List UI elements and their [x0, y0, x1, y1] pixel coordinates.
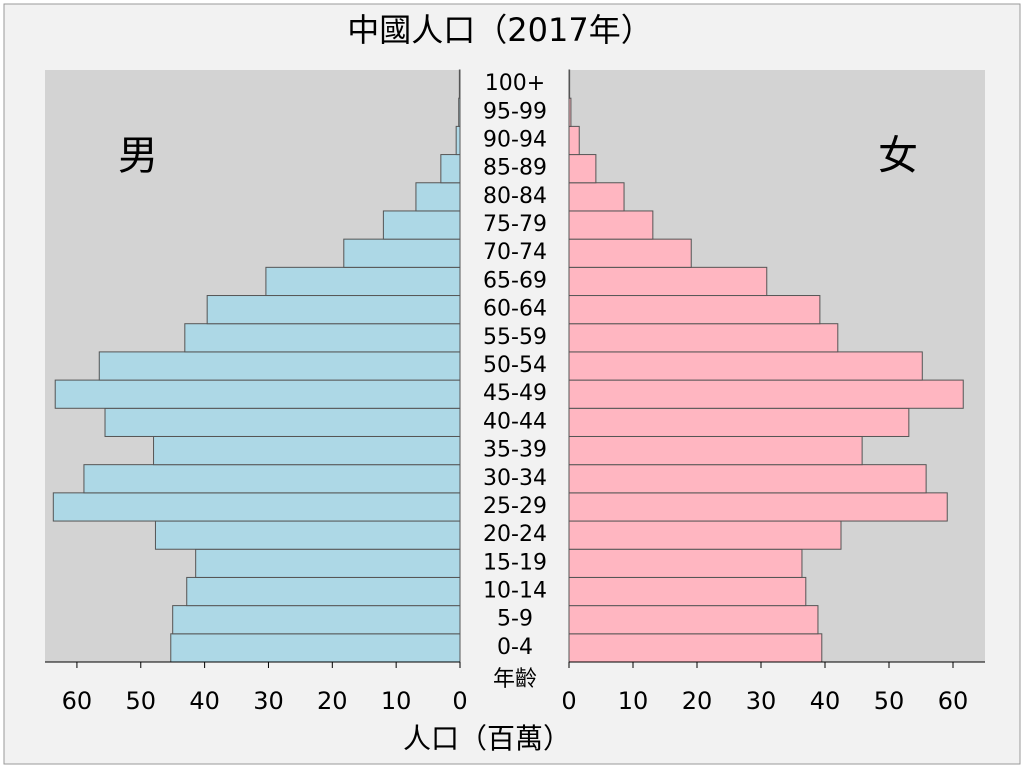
bar: [440, 154, 461, 184]
x-tick-label: 60: [62, 687, 93, 715]
category-label: 85-89: [483, 156, 547, 181]
bar: [568, 492, 948, 522]
category-label: 65-69: [483, 268, 547, 293]
x-tick-label: 10: [381, 687, 412, 715]
x-tick-label: 20: [682, 687, 713, 715]
bar: [568, 520, 842, 550]
bar: [54, 379, 461, 409]
category-label: 5-9: [497, 607, 533, 632]
x-tick-label: 0: [452, 687, 467, 715]
bar: [568, 576, 807, 607]
category-label: 0-4: [497, 635, 533, 660]
bar: [568, 351, 923, 381]
category-label: 30-34: [483, 466, 547, 491]
bar: [568, 295, 821, 325]
x-tick-label: 10: [618, 687, 649, 715]
bar: [186, 576, 461, 607]
category-label: 60-64: [483, 297, 547, 322]
category-label: 10-14: [483, 579, 547, 604]
category-label: 40-44: [483, 409, 547, 434]
legend-entry: 女: [878, 133, 918, 179]
bar: [568, 69, 571, 99]
bar: [458, 97, 461, 127]
x-tick-label: 50: [125, 687, 156, 715]
bar: [568, 548, 803, 578]
chart-title: 中國人口（2017年）: [347, 11, 652, 49]
bar: [568, 154, 597, 184]
bar: [568, 633, 823, 663]
bar: [568, 435, 863, 466]
bar: [98, 351, 461, 381]
x-tick-label: 20: [317, 687, 348, 715]
bar: [265, 266, 461, 297]
category-label: 70-74: [483, 240, 547, 265]
bar: [104, 407, 461, 437]
x-axis-label: 人口（百萬）: [403, 722, 571, 755]
x-tick-label: 30: [746, 687, 777, 715]
bar: [568, 97, 572, 127]
bar: [170, 633, 461, 663]
x-tick-label: 40: [810, 687, 841, 715]
bar: [83, 464, 461, 494]
bar: [568, 323, 839, 353]
bar: [568, 605, 819, 635]
bar: [568, 210, 654, 240]
category-label: 95-99: [483, 99, 547, 124]
category-label: 45-49: [483, 381, 547, 406]
bar: [52, 492, 461, 522]
category-label: 80-84: [483, 184, 547, 209]
category-label: 50-54: [483, 353, 547, 378]
bar: [568, 464, 927, 494]
bar: [153, 435, 461, 466]
category-label: 75-79: [483, 212, 547, 237]
bar: [568, 238, 692, 268]
legend-entry: 男: [118, 133, 158, 179]
category-axis-label: 年齡: [493, 667, 537, 692]
category-label: 100+: [485, 71, 545, 96]
category-label: 90-94: [483, 127, 547, 152]
bar: [568, 266, 768, 297]
x-tick-label: 40: [189, 687, 220, 715]
bar: [458, 69, 461, 99]
category-label: 55-59: [483, 325, 547, 350]
bar: [172, 605, 461, 635]
category-label: 15-19: [483, 550, 547, 575]
bar: [195, 548, 461, 578]
bar: [154, 520, 461, 550]
x-tick-label: 60: [938, 687, 969, 715]
category-label: 20-24: [483, 522, 547, 547]
x-tick-label: 50: [874, 687, 905, 715]
bar: [206, 295, 461, 325]
bar: [568, 182, 625, 212]
bar: [184, 323, 461, 353]
bar: [568, 407, 910, 437]
bar: [568, 125, 580, 156]
x-tick-label: 30: [253, 687, 284, 715]
category-label: 35-39: [483, 438, 547, 463]
category-label: 25-29: [483, 494, 547, 519]
bar: [455, 125, 461, 156]
x-tick-label: 0: [561, 687, 576, 715]
bar: [415, 182, 461, 212]
bar: [382, 210, 461, 240]
bar: [343, 238, 461, 268]
bar: [568, 379, 964, 409]
